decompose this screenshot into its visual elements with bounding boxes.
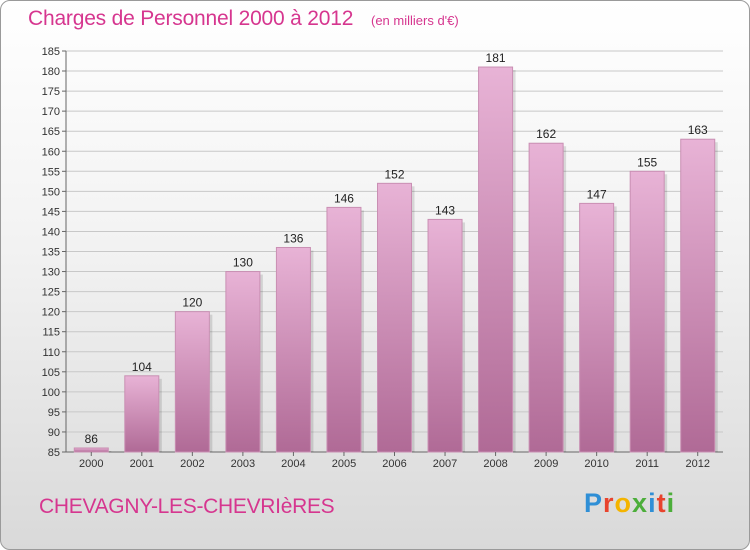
data-label: 136 xyxy=(283,231,303,245)
data-label: 130 xyxy=(233,256,253,270)
bars xyxy=(73,66,718,453)
bar xyxy=(427,218,463,453)
x-tick-label: 2003 xyxy=(231,458,255,470)
logo-letter: r xyxy=(603,488,615,518)
data-label: 146 xyxy=(334,191,354,205)
x-tick-label: 2007 xyxy=(433,458,457,470)
y-tick-label: 130 xyxy=(42,267,60,279)
bar xyxy=(680,138,716,453)
logo-letter: i xyxy=(648,488,657,518)
bar xyxy=(174,311,210,453)
y-tick-label: 115 xyxy=(42,327,60,339)
x-tick-label: 2000 xyxy=(79,458,103,470)
x-tick-label: 2006 xyxy=(382,458,406,470)
bar xyxy=(275,246,311,453)
x-tick-label: 2012 xyxy=(685,458,709,470)
chart-subtitle: (en milliers d'€) xyxy=(371,13,459,28)
proxiti-logo: Proxiti xyxy=(584,488,675,519)
data-labels: 86 104 120 130 136 146 152 143 181 162 147 155 163 xyxy=(85,51,708,446)
chart-title: Charges de Personnel 2000 à 2012 xyxy=(28,7,354,30)
logo-letter: i xyxy=(666,488,676,518)
bar xyxy=(528,142,564,453)
bar xyxy=(326,206,362,453)
data-label: 162 xyxy=(536,127,556,141)
x-tick-label: 2010 xyxy=(584,458,608,470)
bar xyxy=(377,182,412,453)
x-tick-labels: 2000 2001 2002 2003 2004 2005 2006 2007 2008 2009… xyxy=(79,452,710,470)
data-label: 86 xyxy=(85,432,99,446)
data-label: 104 xyxy=(132,360,152,374)
x-tick-label: 2009 xyxy=(534,458,558,470)
y-tick-label: 120 xyxy=(42,307,60,319)
y-tick-label: 125 xyxy=(42,287,60,299)
y-tick-label: 180 xyxy=(42,66,60,78)
data-label: 152 xyxy=(384,167,404,181)
bar xyxy=(73,447,109,453)
bar xyxy=(225,271,261,453)
x-tick-label: 2002 xyxy=(180,458,204,470)
data-label: 147 xyxy=(587,187,607,201)
x-tick-label: 2001 xyxy=(130,458,154,470)
y-tick-label: 150 xyxy=(42,186,60,198)
logo-letter: P xyxy=(584,488,604,518)
y-tick-label: 165 xyxy=(42,126,60,138)
y-tick-labels: 85 90 95 100 105 110 115 120 125 130 135 140 145 150 1… xyxy=(42,46,60,459)
x-tick-label: 2004 xyxy=(281,458,305,470)
bar xyxy=(579,202,615,453)
y-tick-label: 100 xyxy=(42,387,60,399)
y-tick-label: 110 xyxy=(42,347,60,359)
x-tick-label: 2008 xyxy=(483,458,507,470)
y-tick-label: 135 xyxy=(42,247,60,259)
y-tick-label: 95 xyxy=(48,407,60,419)
data-label: 155 xyxy=(637,155,657,169)
y-tick-label: 170 xyxy=(42,106,60,118)
y-tick-label: 145 xyxy=(42,206,60,218)
data-label: 143 xyxy=(435,203,455,217)
bar xyxy=(478,66,514,453)
y-tick-label: 185 xyxy=(42,46,60,58)
bar xyxy=(124,375,160,453)
y-tick-label: 105 xyxy=(42,367,60,379)
y-tick-label: 160 xyxy=(42,146,60,158)
y-tick-label: 85 xyxy=(48,447,60,459)
logo-letter: o xyxy=(614,488,633,518)
data-label: 163 xyxy=(688,123,708,137)
data-label: 181 xyxy=(486,51,506,65)
y-tick-label: 140 xyxy=(42,226,60,238)
x-tick-label: 2011 xyxy=(635,458,659,470)
data-label: 120 xyxy=(182,296,202,310)
y-tick-label: 155 xyxy=(42,166,60,178)
bar xyxy=(629,170,665,453)
commune-name: CHEVAGNY-LES-CHEVRIèRES xyxy=(39,495,335,518)
y-tick-label: 175 xyxy=(42,86,60,98)
x-tick-label: 2005 xyxy=(332,458,356,470)
logo-letter: t xyxy=(656,488,667,518)
y-tick-label: 90 xyxy=(48,427,60,439)
logo-letter: x xyxy=(632,488,649,518)
